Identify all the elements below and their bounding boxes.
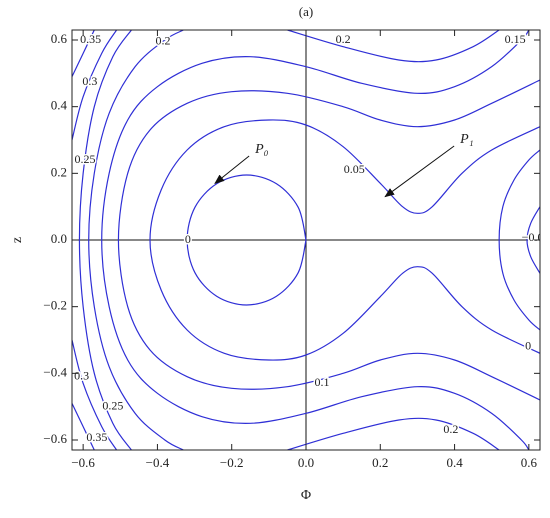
x-tick-label: 0.6 <box>521 455 538 470</box>
contour-label: 0.25 <box>75 152 96 166</box>
contour-label: 0.3 <box>82 74 97 88</box>
x-tick-label: 0.0 <box>298 455 314 470</box>
contour-line <box>101 30 530 450</box>
contour-label: 0.15 <box>505 32 526 46</box>
annotation-label: P₀ <box>254 142 269 157</box>
annotation-arrow <box>384 145 455 198</box>
contour-label: 0.05 <box>344 162 365 176</box>
contour-line <box>72 30 95 450</box>
contour-label: 0 <box>525 338 531 352</box>
contour-line <box>186 149 540 331</box>
contour-label: 0.1 <box>314 375 329 389</box>
x-tick-label: 0.4 <box>446 455 463 470</box>
x-axis-label: Φ <box>301 488 311 503</box>
contour-label: 0 <box>185 232 191 246</box>
annotation-arrow <box>214 155 250 184</box>
y-axis-label: z <box>10 237 25 243</box>
y-tick-label: −0.6 <box>43 431 67 446</box>
contour-label: 0.35 <box>86 430 107 444</box>
contour-line <box>78 30 132 450</box>
plot-area: 0.35 0.35 0.3 0.3 0.25 0.25 0.2 0.2 0.2 0.15 0.1 0.… <box>72 30 540 450</box>
contour-label: 0.35 <box>80 32 101 46</box>
y-tick-label: 0.6 <box>51 31 68 46</box>
contour-label: 0.2 <box>443 422 458 436</box>
contour-line <box>149 119 540 361</box>
contour-label: 0.2 <box>336 32 351 46</box>
y-tick-label: 0.4 <box>51 98 68 113</box>
y-tick-label: 0.2 <box>51 164 67 179</box>
contour-label: 0.2 <box>156 33 171 47</box>
x-tick-label: −0.6 <box>71 455 95 470</box>
contour-line <box>88 30 500 450</box>
y-tick-label: −0.2 <box>43 298 67 313</box>
contour-line <box>526 206 540 274</box>
x-tick-label: −0.2 <box>220 455 244 470</box>
x-tick-label: −0.4 <box>146 455 170 470</box>
y-tick-label: −0.4 <box>43 364 67 379</box>
chart-title: (a) <box>299 4 313 19</box>
contour-label: 0.25 <box>102 398 123 412</box>
annotation-label: P₁ <box>459 132 473 147</box>
contour-line <box>72 30 118 450</box>
x-tick-label: 0.2 <box>372 455 388 470</box>
contour-line <box>117 79 540 401</box>
contour-label: 0.3 <box>74 368 89 382</box>
y-tick-label: 0.0 <box>51 231 67 246</box>
